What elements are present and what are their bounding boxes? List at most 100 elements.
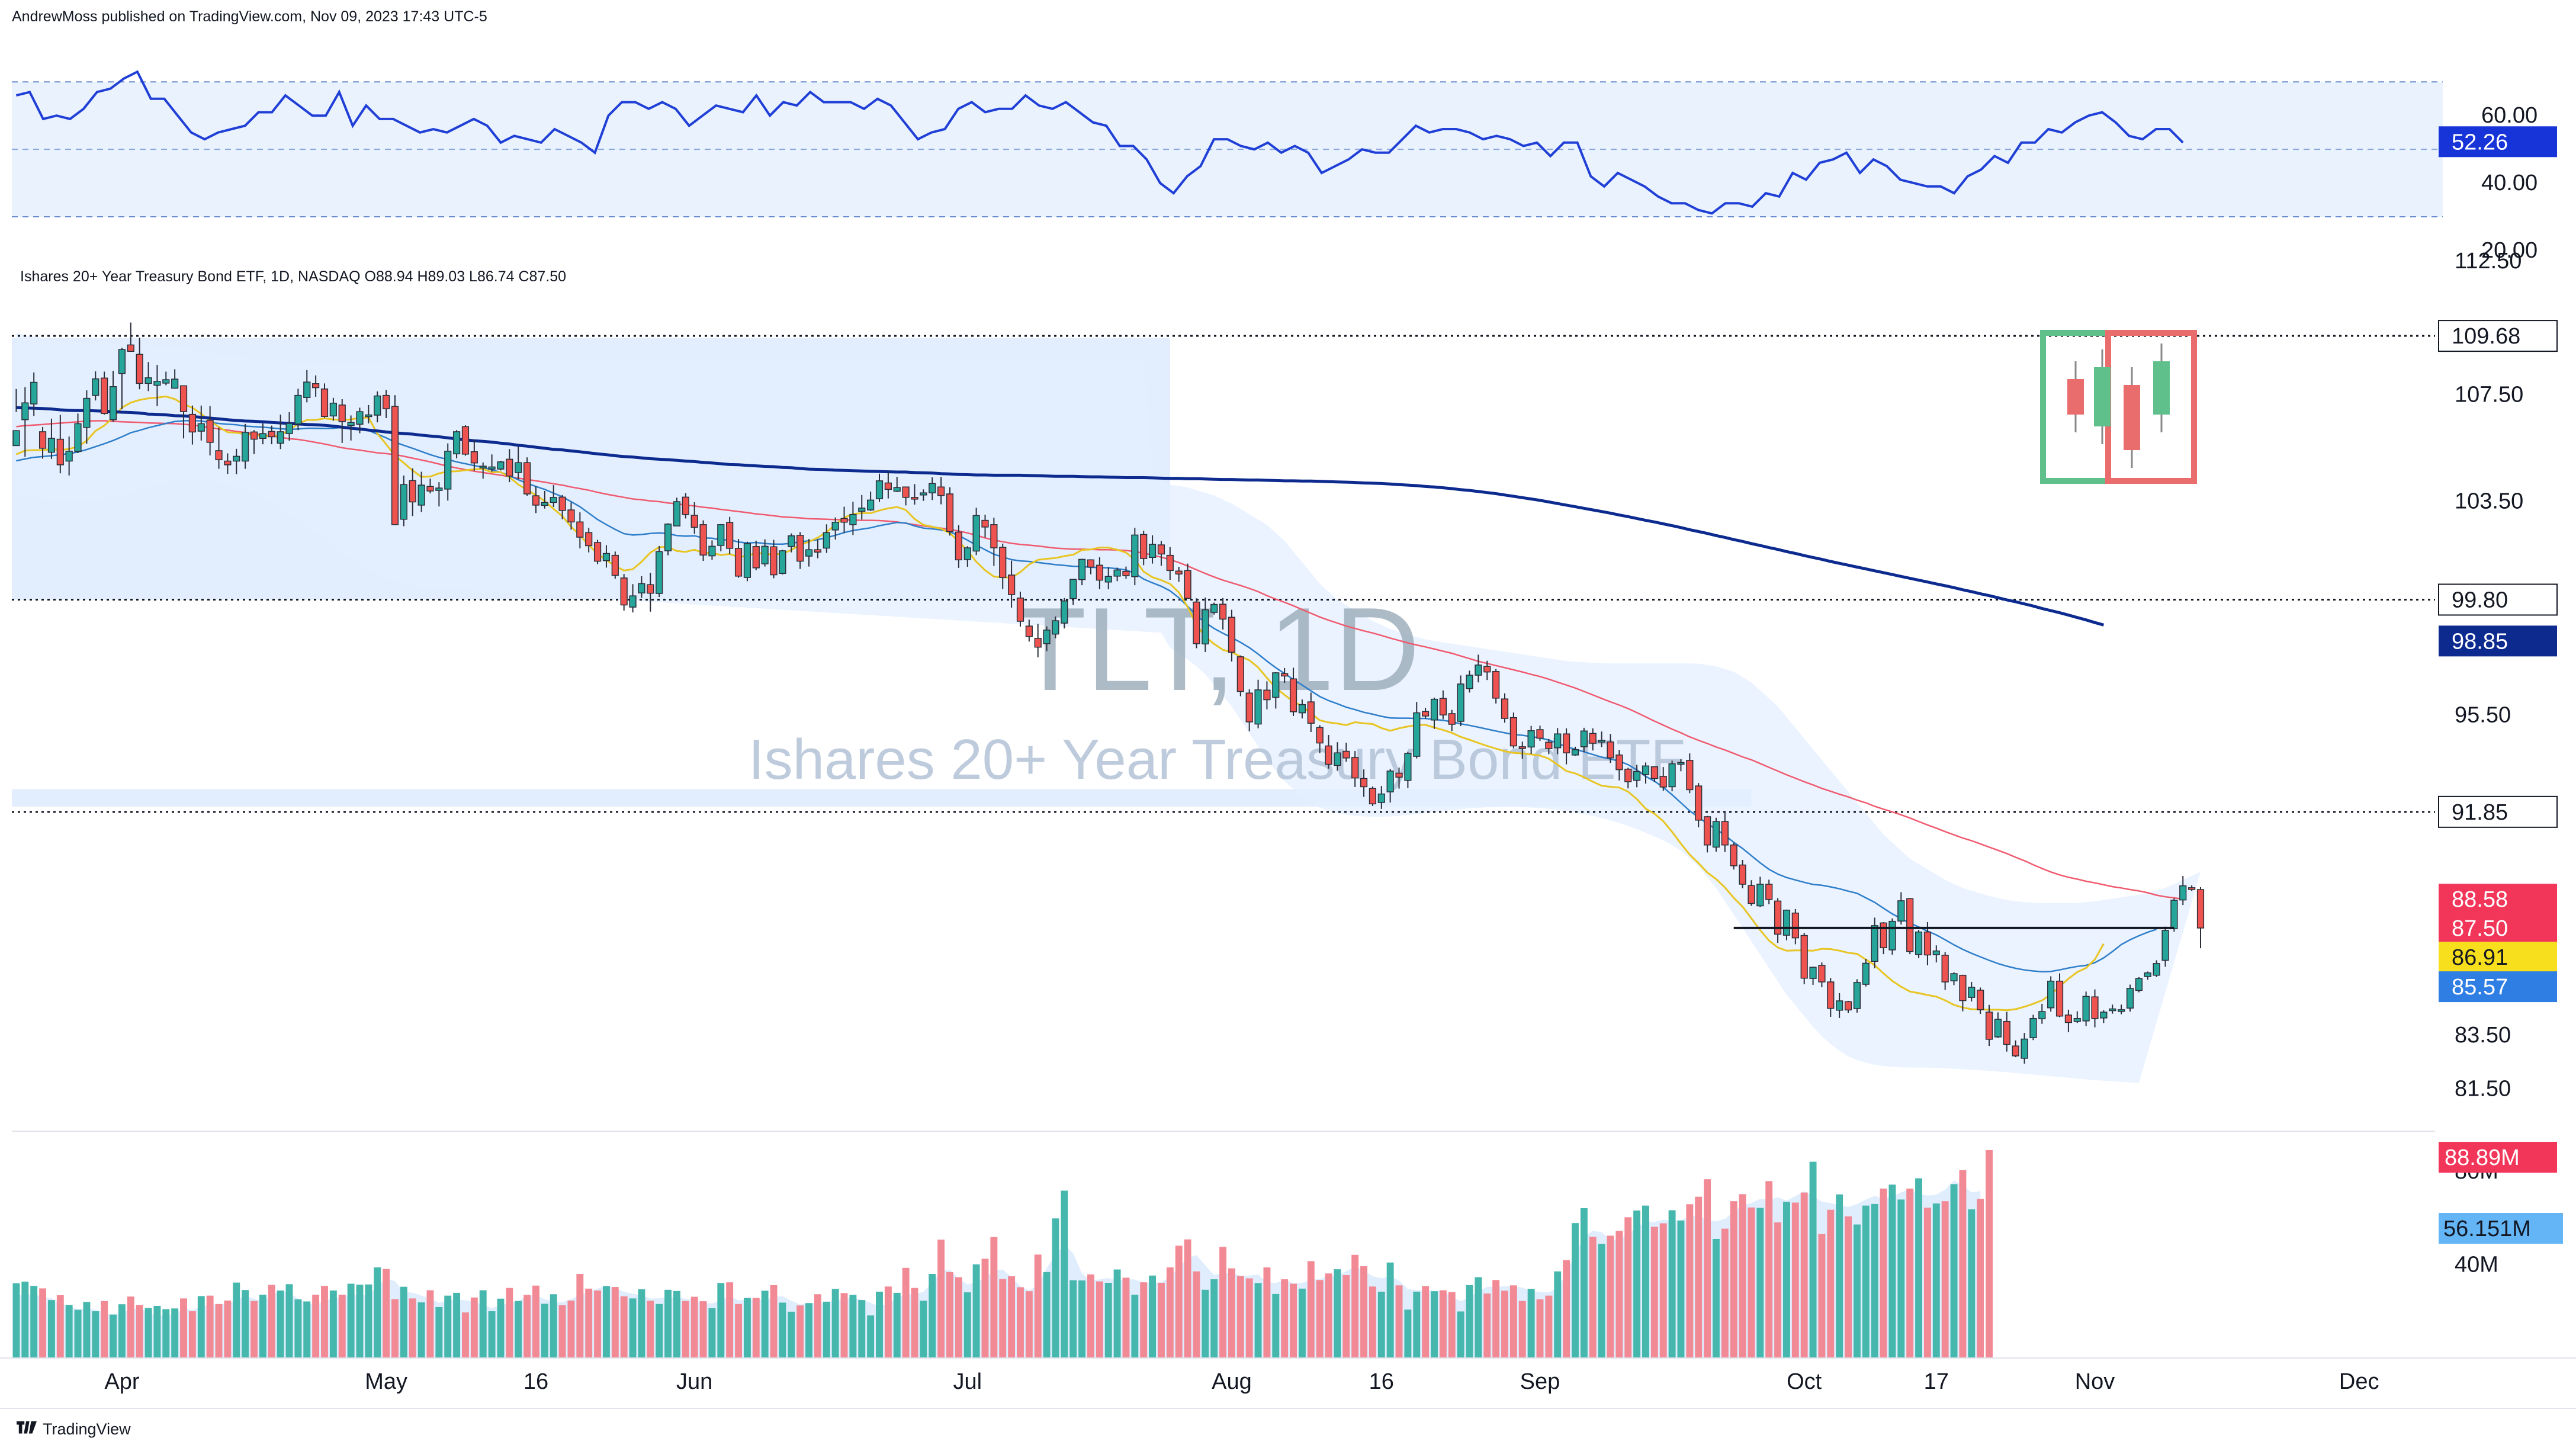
volume-bar (356, 1285, 364, 1357)
volume-bar (1642, 1205, 1649, 1357)
candle-body (1501, 698, 1509, 719)
volume-bar (1298, 1288, 1306, 1357)
candle-body (1193, 601, 1200, 644)
footer-brand[interactable]: TradingView (17, 1419, 131, 1439)
volume-bar (1166, 1267, 1174, 1357)
time-tick-label: Aug (1212, 1369, 1252, 1394)
volume-bar (162, 1309, 170, 1357)
volume-bar (171, 1308, 179, 1357)
volume-bar (752, 1298, 760, 1357)
volume-bar (1871, 1203, 1878, 1357)
volume-bar (946, 1272, 953, 1357)
description-watermark: Ishares 20+ Year Treasury Bond ETF (749, 728, 1685, 791)
time-tick-label: Jul (953, 1369, 982, 1394)
volume-bar (1307, 1261, 1315, 1357)
volume-bar (1695, 1196, 1703, 1357)
volume-bar (1756, 1208, 1764, 1357)
volume-bar (1545, 1295, 1553, 1357)
price-tick-label: 107.50 (2455, 382, 2523, 407)
volume-bar (144, 1308, 152, 1357)
candle-body (1325, 745, 1332, 765)
volume-bar (656, 1304, 663, 1357)
candle-body (515, 462, 522, 473)
volume-bar (1721, 1228, 1729, 1357)
volume-bar (1096, 1281, 1103, 1357)
candle-body (1236, 656, 1244, 692)
candle-body (1536, 729, 1544, 739)
volume-bar (1395, 1285, 1403, 1357)
volume-bar (1078, 1280, 1086, 1357)
candle-body (101, 377, 108, 415)
candle-body (1959, 974, 1967, 1001)
volume-bar (1377, 1291, 1385, 1357)
candle-body (1844, 1001, 1852, 1011)
candle-body (567, 509, 575, 523)
candle-body (1791, 912, 1799, 939)
volume-bar (1422, 1286, 1430, 1357)
volume-bar (1360, 1266, 1367, 1357)
publisher-header: AndrewMoss published on TradingView.com,… (12, 8, 487, 25)
candle-body (56, 438, 64, 466)
candle-body (1695, 785, 1703, 821)
candle-body (576, 521, 584, 538)
volume-bar (101, 1301, 108, 1357)
price-tick-label: 83.50 (2455, 1023, 2511, 1048)
candle-body (1782, 909, 1791, 936)
volume-bar (1087, 1274, 1094, 1357)
volume-bar (717, 1283, 725, 1357)
volume-bar (779, 1302, 786, 1357)
candle-body (1466, 675, 1473, 689)
volume-bar (21, 1282, 29, 1357)
volume-bar (259, 1295, 266, 1357)
volume-ma-label: 56.151M (2443, 1216, 2531, 1241)
volume-bar (576, 1274, 584, 1357)
candle-body (2161, 930, 2169, 961)
volume-bar (1492, 1280, 1500, 1357)
volume-bar (673, 1291, 680, 1357)
volume-bar (250, 1301, 258, 1357)
candle-body (30, 381, 38, 405)
volume-bar (1791, 1202, 1799, 1357)
candle-body (1069, 579, 1077, 599)
candle-body (452, 431, 461, 455)
time-tick-label: Nov (2075, 1369, 2115, 1394)
rsi-current-badge (2439, 126, 2557, 158)
volume-bar (1281, 1279, 1289, 1357)
volume-bar (506, 1288, 513, 1357)
volume-bar (647, 1301, 654, 1357)
volume-bar (893, 1292, 901, 1357)
volume-bar (541, 1304, 548, 1357)
candle-body (1034, 638, 1042, 648)
candle-body (2144, 972, 2151, 977)
candle-body (902, 486, 910, 498)
candle-body (1113, 569, 1121, 577)
candle-body (602, 553, 611, 561)
volume-bar (1897, 1199, 1905, 1357)
sma50-badge (2439, 884, 2557, 915)
volume-bar (1650, 1227, 1658, 1357)
volume-bar (268, 1285, 275, 1357)
candle-body (1078, 558, 1086, 580)
volume-bar (153, 1305, 161, 1357)
candle-body (1457, 683, 1464, 722)
candle-body (1492, 670, 1500, 699)
volume-bar (1325, 1273, 1332, 1357)
volume-bar (708, 1308, 716, 1357)
candle-body (1906, 898, 1914, 952)
volume-bar (39, 1288, 47, 1357)
candle-body (400, 484, 407, 520)
candle-body (708, 545, 716, 557)
candle-body (2196, 889, 2205, 929)
volume-bar (1782, 1202, 1790, 1357)
level-badge (2438, 320, 2558, 352)
candle-body (796, 535, 804, 562)
volume-bar (391, 1299, 399, 1357)
candle-body (1122, 570, 1130, 576)
volume-bar (426, 1290, 434, 1357)
candle-body (1888, 920, 1896, 951)
symbol-legend: Ishares 20+ Year Treasury Bond ETF, 1D, … (20, 268, 566, 285)
candle-body (1668, 763, 1676, 788)
volume-bar (338, 1295, 346, 1357)
volume-bar (74, 1309, 82, 1357)
